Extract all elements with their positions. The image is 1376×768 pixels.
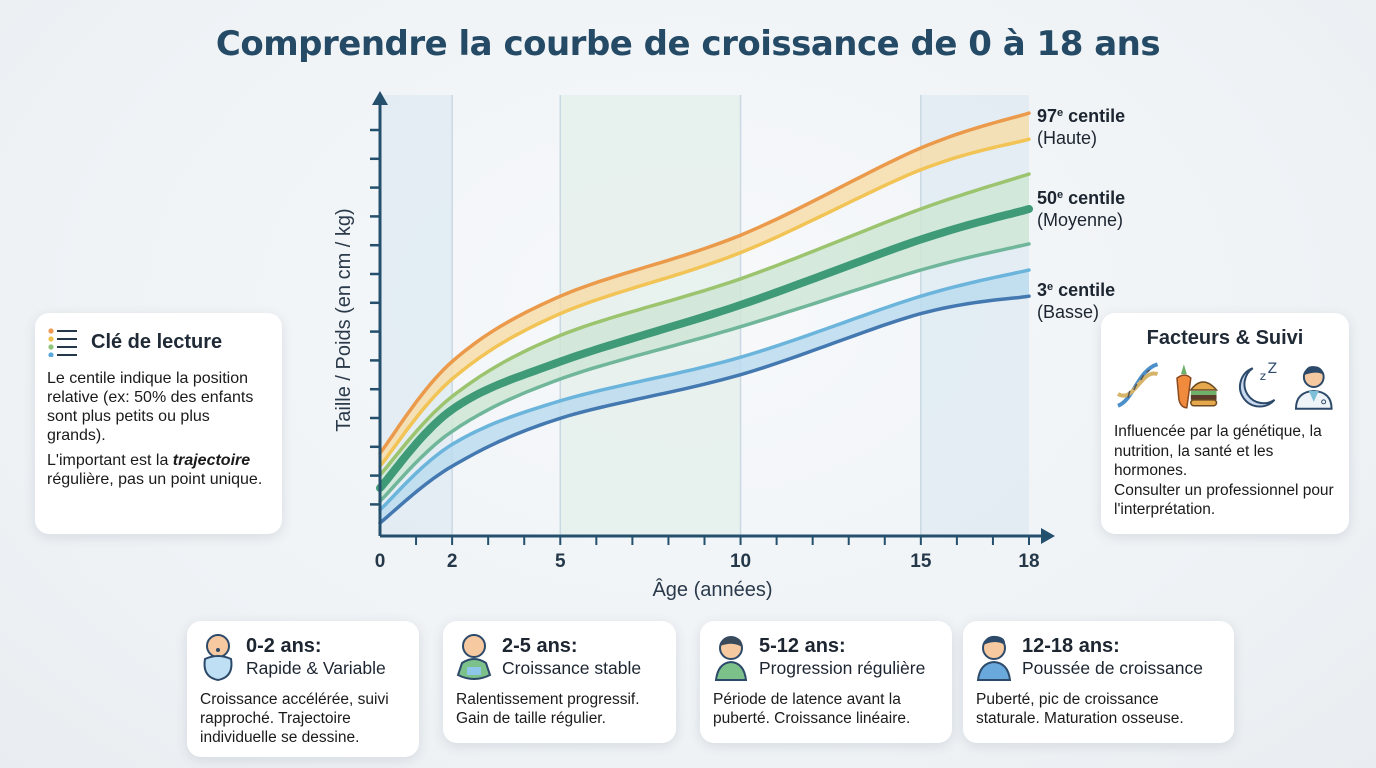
phase-text: Croissance accélérée, suivi rapproché. T… [200, 691, 389, 746]
series-line-p97_upper [378, 111, 1031, 455]
text-part: L'important est la [47, 452, 173, 469]
phase-card-5-12: 5-12 ans: Progression régulière Période d… [700, 621, 952, 743]
card-text-2: L'important est la trajectoire régulière… [47, 451, 270, 489]
food-icon [1176, 364, 1219, 409]
text-part: régulière, pas un point unique. [47, 471, 263, 488]
centile-rank: 3 [1037, 280, 1048, 300]
x-axis-label: Âge (années) [652, 578, 772, 601]
x-tick-label: 5 [555, 551, 566, 572]
centile-sup: e [1057, 189, 1064, 201]
reading-key-card: Clé de lecture Le centile indique la pos… [35, 313, 282, 534]
phase-subtitle: Croissance stable [502, 658, 642, 678]
list-icon [48, 328, 77, 357]
phase-card-2-5: 2-5 ans: Croissance stable Ralentissement… [443, 621, 676, 743]
y-axis-arrow [372, 91, 388, 105]
phase-text: Ralentissement progressif. Gain de taill… [456, 691, 640, 727]
series-line-p50 [376, 205, 1033, 492]
series-line-p3 [378, 294, 1031, 525]
newborn-icon [203, 634, 233, 681]
card-text-2: Consulter un professionnel pour l'interp… [1114, 481, 1334, 519]
phase-text: Puberté, pic de croissance staturale. Ma… [976, 691, 1184, 727]
growth-chart: 0 2 5 10 15 18 Âge (années) Taille / Poids (en … [333, 91, 1055, 601]
y-axis-label: Taille / Poids (en cm / kg) [333, 208, 355, 431]
centile-rank: 97 [1037, 106, 1058, 126]
centile-label-97: 97e centile (Haute) [1037, 102, 1125, 149]
centile-desc: (Moyenne) [1037, 210, 1124, 230]
centile-band [380, 113, 1029, 467]
svg-text:z: z [1260, 369, 1266, 383]
centile-word: centile [1063, 188, 1126, 208]
svg-text:Z: Z [1268, 361, 1277, 377]
card-text: Le centile indique la position relative … [47, 370, 254, 444]
x-tick-label: 15 [910, 551, 932, 572]
phase-card-12-18: 12-18 ans: Poussée de croissance Puberté,… [963, 621, 1234, 743]
centile-label-3: 3e centile (Basse) [1037, 276, 1115, 323]
page-title: Comprendre la courbe de croissance de 0 … [215, 24, 1161, 64]
dna-icon [1116, 362, 1159, 408]
series-line-p50_upper [378, 172, 1031, 477]
centile-desc: (Haute) [1037, 128, 1098, 148]
child-icon [714, 636, 748, 681]
phase-subtitle: Progression régulière [759, 658, 926, 678]
series-line-p97_lower [378, 137, 1031, 468]
phase-card-0-2: 0-2 ans: Rapide & Variable Croissance acc… [187, 621, 419, 757]
card-title: Facteurs & Suivi [1146, 327, 1304, 349]
emphasis: trajectoire [172, 452, 251, 469]
phase-range: 12-18 ans: [1022, 635, 1120, 657]
centile-desc: (Basse) [1037, 302, 1100, 322]
phase-text: Période de latence avant la puberté. Cro… [713, 691, 911, 727]
centile-word: centile [1053, 280, 1116, 300]
x-tick-label: 10 [730, 551, 751, 572]
series-line-p50_lower [378, 242, 1031, 503]
phase-range: 0-2 ans: [246, 635, 322, 657]
phase-range: 5-12 ans: [759, 635, 846, 657]
card-text: Influencée par la génétique, la nutritio… [1114, 423, 1322, 479]
centile-sup: e [1047, 281, 1054, 293]
centile-rank: 50 [1037, 188, 1058, 208]
centile-sup: e [1057, 107, 1064, 119]
x-tick-label: 0 [375, 551, 386, 572]
age-zone [920, 95, 1029, 536]
phase-subtitle: Rapide & Variable [246, 658, 386, 678]
centile-label-50: 50e centile (Moyenne) [1037, 184, 1125, 231]
doctor-icon [1295, 366, 1334, 410]
x-tick-label: 2 [447, 551, 458, 572]
teen-icon [976, 635, 1012, 681]
phase-subtitle: Poussée de croissance [1022, 658, 1203, 678]
x-tick-label: 18 [1018, 551, 1039, 572]
phase-range: 2-5 ans: [502, 635, 578, 657]
x-axis-arrow [1041, 528, 1055, 544]
card-title: Clé de lecture [91, 330, 223, 353]
centile-band [380, 270, 1029, 523]
toddler-icon [456, 634, 492, 680]
series-line-p3_upper [378, 268, 1031, 512]
centile-word: centile [1063, 106, 1126, 126]
